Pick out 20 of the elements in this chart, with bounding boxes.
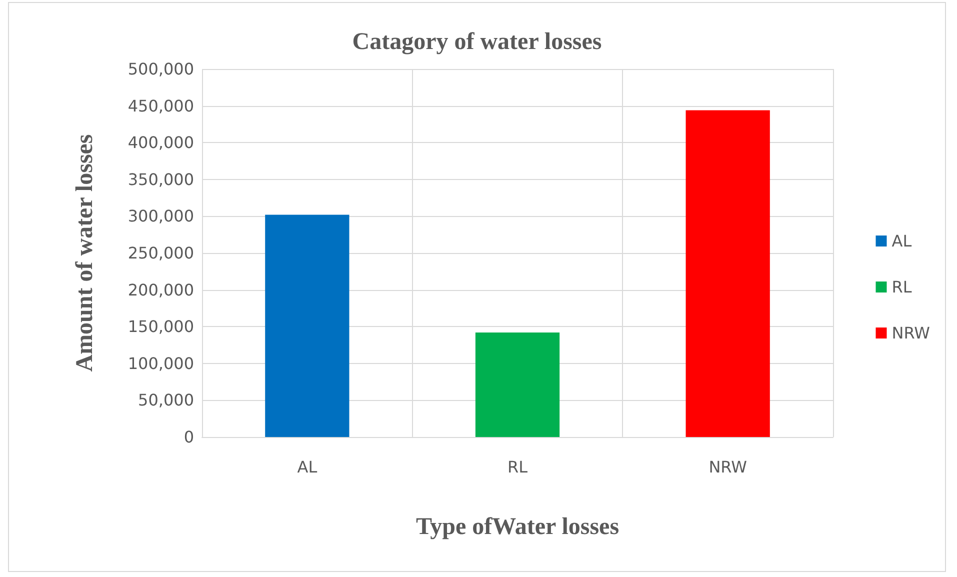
- y-tick-label: 50,000: [138, 390, 194, 410]
- y-tick-label: 450,000: [128, 96, 194, 116]
- y-tick-label: 250,000: [128, 244, 194, 262]
- legend-label: RL: [892, 278, 912, 296]
- y-tick-label: 350,000: [128, 170, 194, 189]
- y-tick-label: 400,000: [128, 133, 194, 152]
- x-axis-title: Type ofWater losses: [416, 514, 620, 540]
- x-tick-label: NRW: [708, 458, 748, 476]
- y-tick-label: 200,000: [128, 280, 194, 300]
- y-axis-title: Amount of water losses: [72, 134, 98, 372]
- legend-label: NRW: [892, 324, 930, 342]
- y-tick-label: 150,000: [128, 317, 194, 336]
- x-tick-label: RL: [507, 458, 528, 476]
- chart-title: Catagory of water losses: [352, 29, 602, 55]
- y-tick-label: 500,000: [128, 60, 194, 78]
- y-tick-label: 100,000: [128, 354, 194, 373]
- legend-label: AL: [892, 232, 912, 250]
- y-tick-label: 0: [184, 428, 194, 446]
- y-tick-label: 300,000: [128, 206, 194, 226]
- x-tick-label: AL: [297, 458, 318, 476]
